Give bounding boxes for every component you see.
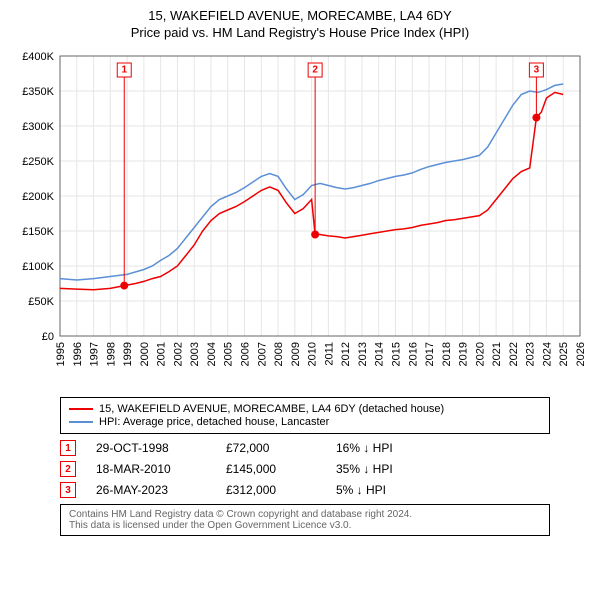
sales-marker: 1 [60, 440, 76, 456]
xtick-label: 2016 [407, 342, 419, 366]
xtick-label: 2009 [290, 342, 302, 366]
xtick-label: 2002 [172, 342, 184, 366]
sales-price: £312,000 [226, 483, 336, 497]
marker-dot [120, 282, 128, 290]
xtick-label: 2013 [357, 342, 369, 366]
legend: 15, WAKEFIELD AVENUE, MORECAMBE, LA4 6DY… [60, 397, 550, 434]
sales-marker: 3 [60, 482, 76, 498]
page-container: 15, WAKEFIELD AVENUE, MORECAMBE, LA4 6DY… [0, 0, 600, 546]
xtick-label: 2004 [206, 342, 218, 366]
footer: Contains HM Land Registry data © Crown c… [60, 504, 550, 536]
xtick-label: 2003 [189, 342, 201, 366]
sales-delta: 5% ↓ HPI [336, 483, 446, 497]
xtick-label: 1996 [72, 342, 84, 366]
xtick-label: 2018 [441, 342, 453, 366]
footer-line1: Contains HM Land Registry data © Crown c… [69, 509, 541, 520]
legend-swatch [69, 421, 93, 423]
title-block: 15, WAKEFIELD AVENUE, MORECAMBE, LA4 6DY… [10, 8, 590, 40]
sales-row: 1 29-OCT-1998£72,00016% ↓ HPI [60, 440, 590, 456]
sales-date: 26-MAY-2023 [96, 483, 226, 497]
ytick-label: £350K [22, 86, 54, 98]
xtick-label: 2005 [223, 342, 235, 366]
sales-delta: 35% ↓ HPI [336, 462, 446, 476]
xtick-label: 2006 [240, 342, 252, 366]
xtick-label: 2024 [541, 342, 553, 366]
legend-swatch [69, 408, 93, 410]
sales-delta: 16% ↓ HPI [336, 441, 446, 455]
sales-date: 18-MAR-2010 [96, 462, 226, 476]
xtick-label: 2017 [424, 342, 436, 366]
xtick-label: 1999 [122, 342, 134, 366]
ytick-label: £200K [22, 191, 54, 203]
ytick-label: £300K [22, 121, 54, 133]
xtick-label: 1998 [105, 342, 117, 366]
xtick-label: 2014 [374, 342, 386, 366]
sales-price: £145,000 [226, 462, 336, 476]
sales-date: 29-OCT-1998 [96, 441, 226, 455]
sales-row: 3 26-MAY-2023£312,0005% ↓ HPI [60, 482, 590, 498]
footer-line2: This data is licensed under the Open Gov… [69, 520, 541, 531]
sales-table: 1 29-OCT-1998£72,00016% ↓ HPI 2 18-MAR-2010… [60, 440, 590, 498]
legend-item: HPI: Average price, detached house, Lanc… [69, 416, 541, 428]
legend-label: 15, WAKEFIELD AVENUE, MORECAMBE, LA4 6DY… [99, 403, 444, 415]
xtick-label: 2021 [491, 342, 503, 366]
ytick-label: £0 [42, 331, 54, 343]
xtick-label: 2026 [575, 342, 587, 366]
marker-number: 2 [312, 65, 318, 76]
xtick-label: 2019 [458, 342, 470, 366]
legend-label: HPI: Average price, detached house, Lanc… [99, 416, 329, 428]
xtick-label: 2001 [156, 342, 168, 366]
xtick-label: 2012 [340, 342, 352, 366]
xtick-label: 2011 [323, 342, 335, 366]
chart: £0 £50K £100K £150K £200K £250K £300K £350K £400… [10, 46, 590, 391]
ytick-label: £100K [22, 261, 54, 273]
marker-dot [532, 114, 540, 122]
xtick-label: 2008 [273, 342, 285, 366]
xtick-label: 2007 [256, 342, 268, 366]
title-address: 15, WAKEFIELD AVENUE, MORECAMBE, LA4 6DY [10, 8, 590, 23]
marker-dot [311, 231, 319, 239]
xtick-label: 1995 [55, 342, 67, 366]
ytick-label: £250K [22, 156, 54, 168]
marker-number: 1 [121, 65, 127, 76]
ytick-label: £400K [22, 51, 54, 63]
legend-item: 15, WAKEFIELD AVENUE, MORECAMBE, LA4 6DY… [69, 403, 541, 415]
ytick-label: £150K [22, 226, 54, 238]
sales-row: 2 18-MAR-2010£145,00035% ↓ HPI [60, 461, 590, 477]
marker-number: 3 [534, 65, 540, 76]
xtick-label: 2015 [390, 342, 402, 366]
xtick-label: 2025 [558, 342, 570, 366]
xtick-label: 2022 [508, 342, 520, 366]
xtick-label: 2023 [525, 342, 537, 366]
xtick-label: 2010 [307, 342, 319, 366]
ytick-label: £50K [28, 296, 54, 308]
title-subtitle: Price paid vs. HM Land Registry's House … [10, 25, 590, 40]
xtick-label: 1997 [89, 342, 101, 366]
chart-svg: £0 £50K £100K £150K £200K £250K £300K £350K £400… [10, 46, 590, 386]
sales-price: £72,000 [226, 441, 336, 455]
xtick-label: 2000 [139, 342, 151, 366]
xtick-label: 2020 [474, 342, 486, 366]
sales-marker: 2 [60, 461, 76, 477]
